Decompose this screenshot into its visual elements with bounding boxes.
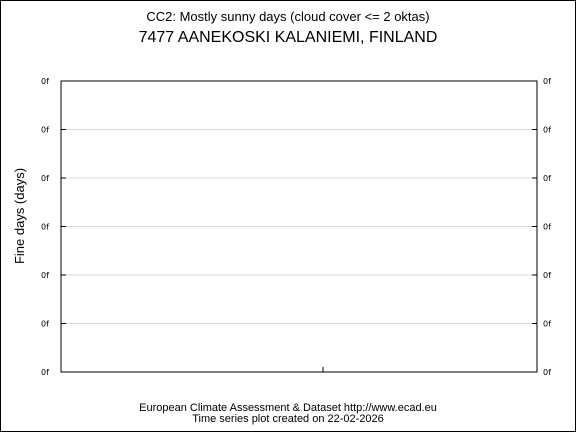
chart-title: CC2: Mostly sunny days (cloud cover <= 2… bbox=[146, 9, 429, 24]
y-tick-label-left: 0f bbox=[41, 223, 49, 232]
y-tick-label-right: 0f bbox=[543, 271, 551, 280]
y-tick-label-right: 0f bbox=[543, 368, 551, 377]
y-tick-label-right: 0f bbox=[543, 223, 551, 232]
gridlines bbox=[61, 129, 537, 324]
y-tick-label-left: 0f bbox=[41, 174, 49, 183]
chart-subtitle: 7477 AANEKOSKI KALANIEMI, FINLAND bbox=[139, 29, 438, 46]
right-ticks: 0f 0f 0f 0f 0f 0f 0f bbox=[532, 77, 551, 377]
left-ticks: 0f 0f 0f 0f 0f 0f 0f bbox=[41, 77, 66, 377]
y-tick-label-left: 0f bbox=[41, 368, 49, 377]
y-tick-label-left: 0f bbox=[41, 271, 49, 280]
y-tick-label-right: 0f bbox=[543, 320, 551, 329]
y-tick-label-right: 0f bbox=[543, 77, 551, 86]
y-tick-label-left: 0f bbox=[41, 126, 49, 135]
footer-source: European Climate Assessment & Dataset ht… bbox=[139, 402, 437, 414]
y-tick-label-left: 0f bbox=[41, 77, 49, 86]
y-axis-title: Fine days (days) bbox=[12, 168, 27, 264]
y-tick-label-left: 0f bbox=[41, 320, 49, 329]
footer-created: Time series plot created on 22-02-2026 bbox=[192, 413, 384, 425]
y-tick-label-right: 0f bbox=[543, 174, 551, 183]
y-tick-label-right: 0f bbox=[543, 126, 551, 135]
